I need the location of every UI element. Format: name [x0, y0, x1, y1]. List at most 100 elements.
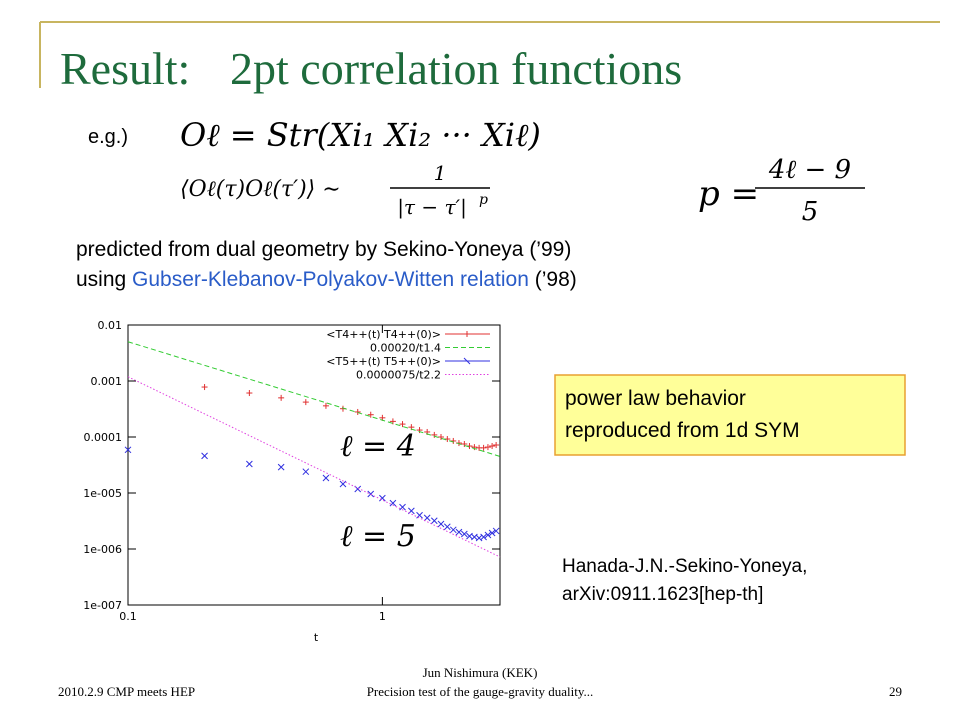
- chart-background: [80, 312, 515, 647]
- data-point: [389, 418, 396, 425]
- marker-stroke: [437, 520, 445, 528]
- marker-stroke: [455, 528, 463, 536]
- example-label: e.g.): [88, 126, 128, 148]
- marker-stroke: [201, 452, 208, 460]
- footer-center: Jun Nishimura (KEK): [423, 665, 538, 680]
- data-point: [444, 436, 451, 443]
- marker-stroke: [430, 517, 438, 525]
- title-part: 2pt correlation functions: [230, 43, 682, 94]
- fraction-numerator: 1: [434, 161, 447, 185]
- data-point: [322, 474, 330, 482]
- fraction-numerator: 4ℓ − 9: [768, 155, 851, 185]
- footer-center: Precision test of the gauge-gravity dual…: [367, 684, 594, 699]
- y-tick-label: 1e-006: [83, 543, 122, 556]
- data-point: [480, 533, 487, 541]
- data-point: [416, 511, 423, 519]
- data-point: [484, 531, 492, 539]
- data-point: [246, 460, 253, 468]
- footer-left: 2010.2.9 CMP meets HEP: [58, 684, 195, 699]
- marker-stroke: [416, 511, 423, 519]
- data-point: [201, 384, 208, 391]
- data-point: [431, 431, 438, 438]
- data-point: [246, 390, 253, 397]
- marker-stroke: [277, 463, 285, 471]
- data-point: [201, 452, 208, 460]
- data-point: [493, 441, 500, 448]
- marker-stroke: [492, 527, 500, 535]
- data-point: [302, 399, 309, 406]
- y-tick-label: 0.001: [91, 375, 123, 388]
- marker-stroke: [246, 460, 253, 468]
- data-point: [278, 394, 285, 401]
- marker-stroke: [124, 446, 132, 454]
- legend-label: <T5++(t) T5++(0)>: [326, 355, 441, 368]
- data-point: [430, 517, 438, 525]
- page-number: 29: [889, 684, 902, 699]
- marker-stroke: [460, 530, 468, 538]
- plot-frame: [127, 324, 501, 606]
- data-point: [423, 514, 431, 522]
- title-part: Result:: [60, 43, 190, 94]
- fraction-denominator: 5: [802, 197, 819, 227]
- text: predicted from dual geometry by Sekino-Y…: [76, 238, 571, 261]
- marker-stroke: [339, 480, 347, 488]
- callout-text: reproduced from 1d SYM: [565, 419, 800, 442]
- data-point: [449, 526, 457, 534]
- marker-stroke: [302, 468, 310, 476]
- data-point: [492, 527, 500, 535]
- reference: Hanada-J.N.-Sekino-Yoneya,: [562, 556, 807, 577]
- data-point: [437, 434, 444, 440]
- data-point: [471, 444, 478, 451]
- data-point: [399, 503, 406, 511]
- formula-operator: Oℓ = Str(Xi₁ Xi₂ ··· Xiℓ): [180, 116, 541, 154]
- fraction-denominator: |τ − τ′|: [397, 195, 467, 220]
- data-point: [484, 444, 491, 451]
- data-point: [455, 528, 463, 536]
- data-point: [367, 411, 374, 418]
- annotation: ℓ = 4: [340, 429, 416, 464]
- data-point: [460, 530, 468, 538]
- text: using: [76, 268, 132, 291]
- data-point: [488, 529, 496, 537]
- y-tick-label: 0.01: [98, 319, 123, 332]
- data-point: [399, 421, 406, 428]
- y-tick-label: 1e-005: [83, 487, 122, 500]
- data-point: [379, 494, 386, 502]
- slide-title: Result: 2pt correlation functions: [60, 43, 682, 94]
- legend-label: <T4++(t) T4++(0)>: [326, 328, 441, 341]
- marker-stroke: [322, 474, 330, 482]
- legend-label: 0.00020/t1.4: [370, 342, 441, 355]
- marker-stroke: [488, 529, 496, 537]
- data-point: [389, 499, 397, 507]
- fit-line: [127, 341, 501, 457]
- marker-stroke: [480, 533, 487, 541]
- marker-stroke: [379, 494, 386, 502]
- data-point: [354, 408, 361, 415]
- marker-stroke: [399, 503, 406, 511]
- x-tick-label: 0.1: [119, 610, 137, 623]
- formula-power: p =: [698, 174, 759, 214]
- data-point: [302, 468, 310, 476]
- legend-label: 0.0000075/t2.2: [356, 369, 441, 382]
- callout-text: power law behavior: [565, 387, 746, 410]
- data-point: [339, 480, 347, 488]
- x-axis-label: t: [314, 631, 319, 644]
- text-line: predicted from dual geometry by Sekino-Y…: [76, 238, 571, 261]
- fit-line: [127, 376, 501, 558]
- data-point: [437, 520, 445, 528]
- marker-stroke: [443, 523, 451, 531]
- y-tick-label: 1e-007: [83, 599, 122, 612]
- marker-stroke: [354, 485, 362, 493]
- marker-stroke: [475, 534, 483, 542]
- y-tick-label: 0.0001: [84, 431, 123, 444]
- exponent: p: [479, 192, 488, 208]
- highlight: Gubser-Klebanov-Polyakov-Witten relation: [132, 268, 529, 291]
- marker-stroke: [423, 514, 431, 522]
- x-tick-label: 1: [379, 610, 386, 623]
- marker-stroke: [484, 531, 492, 539]
- formula-correlator: ⟨Oℓ(τ)Oℓ(τ′)⟩ ∼: [180, 177, 341, 202]
- marker-stroke: [389, 499, 397, 507]
- data-point: [322, 402, 329, 409]
